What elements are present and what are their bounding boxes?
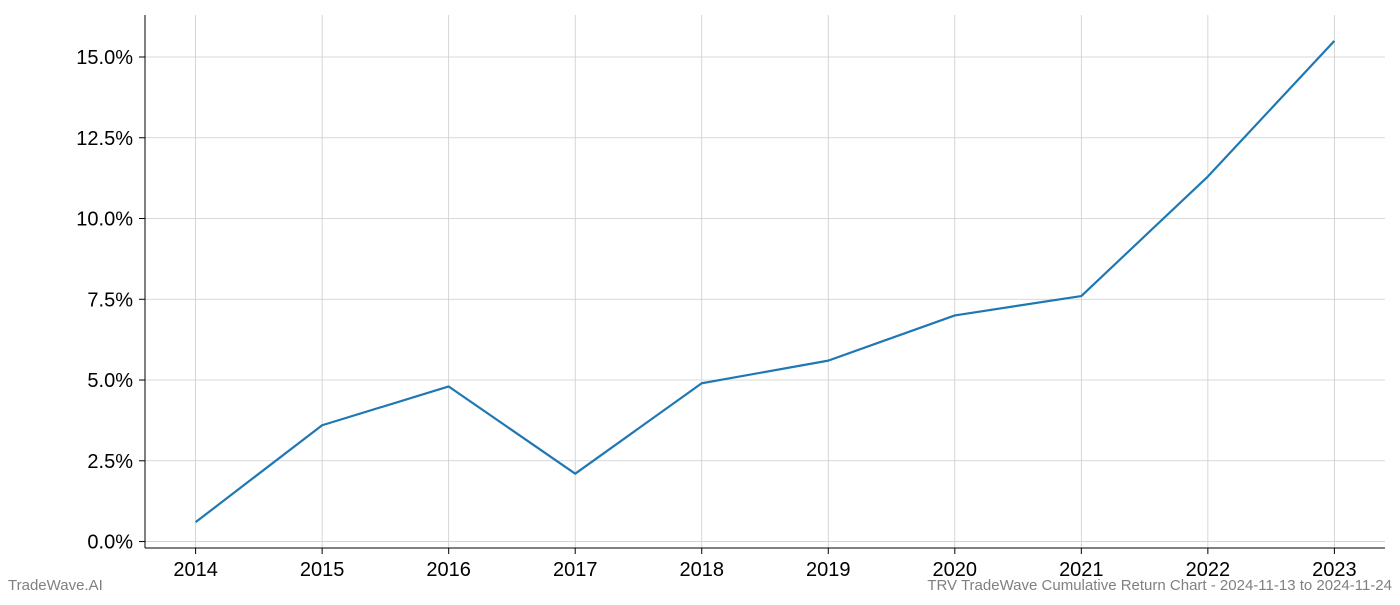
svg-text:7.5%: 7.5%: [87, 289, 133, 311]
svg-text:15.0%: 15.0%: [76, 47, 133, 69]
line-chart: 2014201520162017201820192020202120222023…: [0, 0, 1400, 600]
svg-text:10.0%: 10.0%: [76, 209, 133, 231]
svg-text:2017: 2017: [553, 559, 598, 581]
footer-right-text: TRV TradeWave Cumulative Return Chart - …: [927, 577, 1392, 594]
svg-text:12.5%: 12.5%: [76, 128, 133, 150]
chart-container: 2014201520162017201820192020202120222023…: [0, 0, 1400, 600]
svg-text:2.5%: 2.5%: [87, 451, 133, 473]
footer-left-text: TradeWave.AI: [8, 577, 103, 594]
svg-text:2018: 2018: [679, 559, 724, 581]
svg-text:2019: 2019: [806, 559, 851, 581]
svg-text:2016: 2016: [426, 559, 471, 581]
svg-text:2015: 2015: [300, 559, 345, 581]
svg-text:0.0%: 0.0%: [87, 532, 133, 554]
svg-text:5.0%: 5.0%: [87, 370, 133, 392]
svg-text:2014: 2014: [173, 559, 218, 581]
